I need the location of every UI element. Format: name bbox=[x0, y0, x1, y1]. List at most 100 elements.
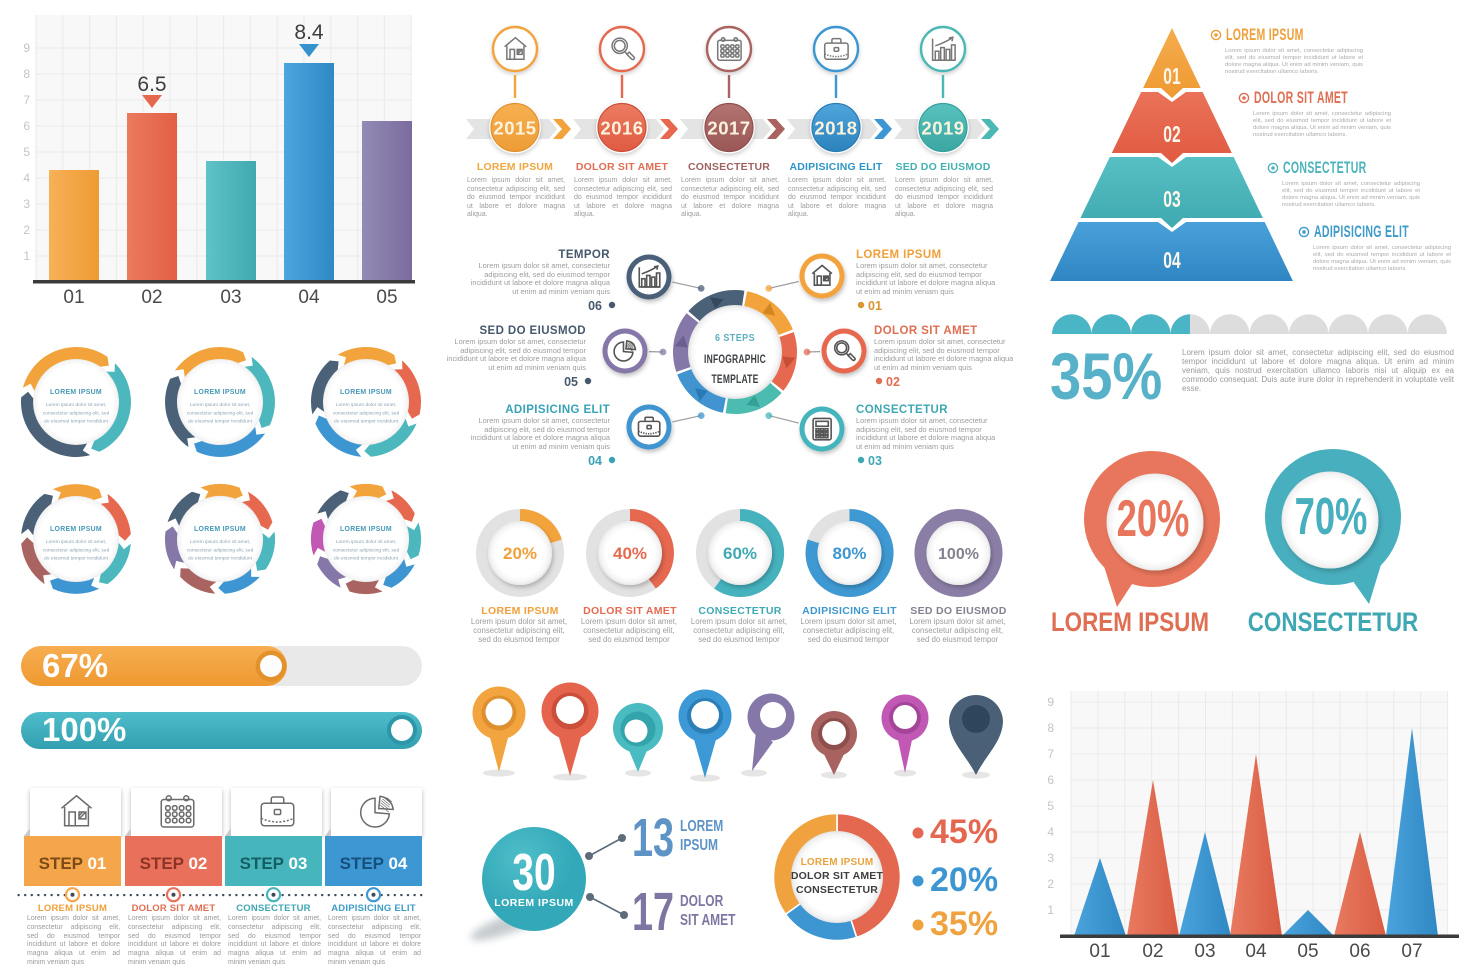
svg-text:70%: 70% bbox=[1295, 486, 1368, 545]
svg-text:LOREM IPSUM: LOREM IPSUM bbox=[477, 161, 553, 173]
svg-text:do eiusmod tempor incididunt: do eiusmod tempor incididunt bbox=[44, 419, 109, 425]
svg-text:LOREM: LOREM bbox=[680, 816, 723, 834]
svg-text:100%: 100% bbox=[938, 546, 979, 563]
svg-text:40%: 40% bbox=[613, 544, 647, 563]
svg-text:do eiusmod tempor incididunt: do eiusmod tempor incididunt bbox=[44, 556, 109, 562]
svg-text:LOREM IPSUM: LOREM IPSUM bbox=[50, 526, 102, 533]
svg-text:DOLOR SIT AMET: DOLOR SIT AMET bbox=[132, 903, 216, 914]
svg-text:7: 7 bbox=[1047, 747, 1054, 761]
svg-text:ADIPISICING ELIT: ADIPISICING ELIT bbox=[802, 605, 897, 617]
svg-text:SED DO EIUSMOD: SED DO EIUSMOD bbox=[910, 605, 1006, 617]
svg-text:5: 5 bbox=[23, 145, 30, 159]
svg-text:03: 03 bbox=[868, 454, 882, 468]
svg-text:07: 07 bbox=[1401, 941, 1422, 962]
svg-text:LOREM IPSUM: LOREM IPSUM bbox=[481, 605, 558, 617]
svg-text:TEMPOR: TEMPOR bbox=[558, 249, 610, 261]
svg-text:80%: 80% bbox=[832, 544, 866, 563]
svg-text:02: 02 bbox=[1163, 122, 1180, 148]
svg-text:DOLOR: DOLOR bbox=[680, 891, 723, 909]
svg-text:CONSECTETUR: CONSECTETUR bbox=[698, 605, 781, 617]
svg-text:30: 30 bbox=[512, 842, 555, 901]
svg-text:20%: 20% bbox=[1117, 488, 1190, 547]
svg-text:04: 04 bbox=[298, 287, 320, 308]
svg-text:consectetur adipiscing elit, s: consectetur adipiscing elit, sed bbox=[333, 410, 400, 416]
svg-text:STEP 03: STEP 03 bbox=[240, 854, 308, 873]
svg-text:CONSECTETUR: CONSECTETUR bbox=[688, 161, 770, 173]
svg-text:02: 02 bbox=[141, 287, 162, 308]
svg-text:06: 06 bbox=[588, 299, 602, 313]
svg-text:do eiusmod tempor incididunt: do eiusmod tempor incididunt bbox=[334, 556, 399, 562]
svg-text:8: 8 bbox=[1047, 721, 1054, 735]
svg-text:TEMPLATE: TEMPLATE bbox=[712, 374, 759, 387]
svg-text:03: 03 bbox=[1194, 941, 1215, 962]
svg-text:8.4: 8.4 bbox=[294, 21, 324, 44]
svg-text:2017: 2017 bbox=[707, 118, 750, 139]
svg-text:7: 7 bbox=[23, 93, 30, 107]
svg-text:2: 2 bbox=[23, 223, 30, 237]
svg-text:IPSUM: IPSUM bbox=[680, 835, 718, 853]
svg-text:45%: 45% bbox=[930, 813, 998, 851]
svg-text:6 STEPS: 6 STEPS bbox=[715, 333, 755, 345]
svg-text:05: 05 bbox=[376, 287, 397, 308]
svg-text:Lorem ipsum dolor sit amet,: Lorem ipsum dolor sit amet, bbox=[336, 402, 396, 408]
svg-text:LOREM IPSUM: LOREM IPSUM bbox=[194, 389, 246, 396]
svg-text:DOLOR SIT AMET: DOLOR SIT AMET bbox=[874, 325, 978, 337]
svg-text:LOREM IPSUM: LOREM IPSUM bbox=[856, 249, 942, 261]
svg-text:01: 01 bbox=[1163, 64, 1180, 90]
svg-text:LOREM IPSUM: LOREM IPSUM bbox=[340, 526, 392, 533]
svg-text:do eiusmod tempor incididunt: do eiusmod tempor incididunt bbox=[188, 419, 253, 425]
svg-text:05: 05 bbox=[1297, 941, 1318, 962]
svg-text:Lorem ipsum dolor sit amet,: Lorem ipsum dolor sit amet, bbox=[46, 402, 106, 408]
svg-text:STEP 02: STEP 02 bbox=[140, 854, 208, 873]
svg-text:04: 04 bbox=[1163, 248, 1180, 274]
svg-text:2018: 2018 bbox=[814, 118, 857, 139]
svg-text:DOLOR SIT AMET: DOLOR SIT AMET bbox=[583, 605, 677, 617]
svg-text:04: 04 bbox=[588, 454, 602, 468]
svg-text:03: 03 bbox=[220, 287, 241, 308]
svg-text:2: 2 bbox=[1047, 877, 1054, 891]
svg-text:do eiusmod tempor incididunt: do eiusmod tempor incididunt bbox=[188, 556, 253, 562]
svg-text:LOREM IPSUM: LOREM IPSUM bbox=[340, 389, 392, 396]
svg-text:3: 3 bbox=[1047, 851, 1054, 865]
svg-text:01: 01 bbox=[868, 299, 882, 313]
svg-text:17: 17 bbox=[632, 881, 674, 941]
svg-text:06: 06 bbox=[1349, 941, 1370, 962]
svg-text:3: 3 bbox=[23, 197, 30, 211]
svg-text:Lorem ipsum dolor sit amet,: Lorem ipsum dolor sit amet, bbox=[336, 539, 396, 545]
svg-text:ADIPISICING ELIT: ADIPISICING ELIT bbox=[331, 903, 415, 914]
svg-text:Lorem ipsum dolor sit amet,: Lorem ipsum dolor sit amet, bbox=[190, 402, 250, 408]
svg-text:8: 8 bbox=[23, 67, 30, 81]
svg-text:2016: 2016 bbox=[600, 118, 643, 139]
svg-text:do eiusmod tempor incididunt: do eiusmod tempor incididunt bbox=[334, 419, 399, 425]
svg-text:CONSECTETUR: CONSECTETUR bbox=[1248, 608, 1419, 637]
svg-text:5: 5 bbox=[1047, 799, 1054, 813]
svg-text:01: 01 bbox=[1089, 941, 1110, 962]
svg-text:consectetur adipiscing elit, s: consectetur adipiscing elit, sed bbox=[187, 547, 254, 553]
svg-text:SED DO EIUSMOD: SED DO EIUSMOD bbox=[479, 325, 586, 337]
svg-text:35%: 35% bbox=[930, 905, 998, 943]
svg-text:04: 04 bbox=[1245, 941, 1267, 962]
svg-text:4: 4 bbox=[1047, 825, 1054, 839]
svg-text:LOREM IPSUM: LOREM IPSUM bbox=[801, 857, 874, 868]
svg-text:DOLOR SIT AMET: DOLOR SIT AMET bbox=[1254, 87, 1348, 106]
svg-text:LOREM IPSUM: LOREM IPSUM bbox=[1226, 24, 1304, 43]
svg-text:20%: 20% bbox=[503, 544, 537, 563]
svg-text:2019: 2019 bbox=[921, 118, 964, 139]
svg-text:6.5: 6.5 bbox=[137, 73, 166, 96]
svg-text:9: 9 bbox=[1047, 695, 1054, 709]
svg-text:ADIPISICING ELIT: ADIPISICING ELIT bbox=[789, 161, 882, 173]
svg-text:CONSECTETUR: CONSECTETUR bbox=[856, 404, 948, 416]
svg-text:consectetur adipiscing elit, s: consectetur adipiscing elit, sed bbox=[43, 410, 110, 416]
svg-text:35%: 35% bbox=[1050, 340, 1162, 413]
svg-text:02: 02 bbox=[1142, 941, 1163, 962]
svg-text:consectetur adipiscing elit, s: consectetur adipiscing elit, sed bbox=[187, 410, 254, 416]
svg-text:ADIPISICING ELIT: ADIPISICING ELIT bbox=[1314, 221, 1409, 240]
svg-text:consectetur adipiscing elit, s: consectetur adipiscing elit, sed bbox=[43, 547, 110, 553]
svg-text:4: 4 bbox=[23, 171, 30, 185]
svg-text:CONSECTETUR: CONSECTETUR bbox=[1283, 157, 1367, 176]
svg-text:9: 9 bbox=[23, 41, 30, 55]
svg-text:67%: 67% bbox=[42, 647, 108, 684]
svg-text:CONSECTETUR: CONSECTETUR bbox=[236, 903, 311, 914]
svg-text:03: 03 bbox=[1163, 187, 1180, 213]
svg-text:6: 6 bbox=[23, 119, 30, 133]
